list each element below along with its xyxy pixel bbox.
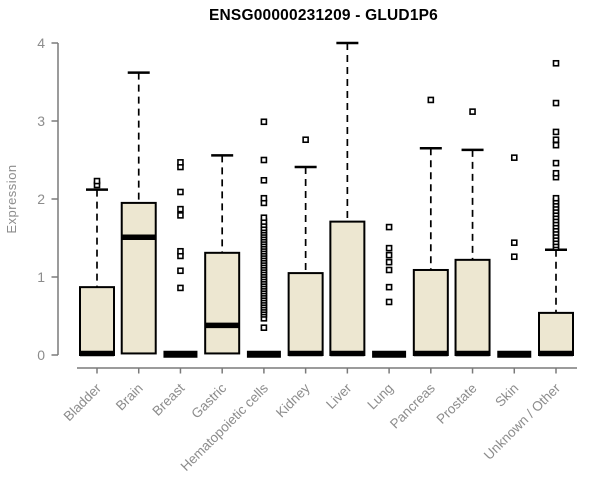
outlier-point (260, 118, 268, 126)
x-category-label: Brain (113, 381, 146, 414)
outlier-point (385, 283, 393, 291)
boxplot-lung (372, 223, 407, 358)
outlier-point (385, 244, 393, 252)
outlier-point (302, 136, 309, 144)
x-category-label: Skin (492, 381, 521, 410)
outlier-point (177, 205, 184, 213)
boxplot-unknown-other (538, 59, 574, 357)
outlier-point (552, 99, 560, 107)
outlier-point (552, 59, 560, 67)
outlier-point (510, 239, 518, 246)
outlier-point (385, 223, 393, 231)
boxplot-hematopoietic-cells (246, 118, 281, 358)
outlier-point (552, 194, 560, 202)
outlier-point (260, 324, 268, 332)
boxplot-bladder (79, 177, 115, 357)
x-category-label: Breast (149, 380, 187, 418)
boxplot-gastric (204, 154, 241, 355)
boxplot-brain (120, 71, 157, 355)
chart-title: ENSG00000231209 - GLUD1P6 (208, 7, 439, 24)
outlier-point (552, 136, 560, 144)
outlier-point (177, 284, 184, 292)
iqr-box (412, 268, 449, 357)
outlier-point (510, 253, 518, 261)
boxplot-kidney (287, 136, 324, 357)
x-category-label: Kidney (273, 380, 313, 420)
outlier-point (260, 156, 268, 164)
outlier-point (260, 176, 268, 184)
x-category-label: Prostate (434, 381, 480, 427)
y-tick-label: 0 (37, 347, 45, 363)
outlier-point (552, 141, 560, 149)
boxplot-prostate (454, 108, 491, 357)
x-category-label: Gastric (188, 380, 229, 421)
y-tick-label: 4 (37, 35, 45, 51)
outlier-point (385, 298, 393, 306)
y-tick-label: 3 (37, 113, 45, 129)
outlier-point (469, 108, 476, 115)
outlier-point (260, 194, 268, 202)
outlier-point (177, 188, 184, 196)
axes: 0 1 2 3 4 Expression Bladder Brain Breast Gastric… (4, 35, 577, 474)
outlier-point (177, 212, 184, 219)
outlier-point (177, 159, 184, 166)
boxplot-skin (497, 154, 532, 358)
y-axis-title: Expression (4, 164, 19, 233)
outlier-point (385, 266, 393, 274)
iqr-box (79, 286, 115, 357)
iqr-box (329, 220, 366, 356)
outlier-point (177, 247, 184, 255)
boxplot-liver (329, 41, 366, 357)
outlier-point (510, 154, 518, 161)
iqr-box (538, 311, 574, 357)
boxplot-pancreas (412, 96, 449, 357)
x-category-label: Bladder (61, 380, 105, 424)
x-category-label: Unknown / Other (481, 380, 564, 463)
outlier-point (552, 159, 560, 167)
outlier-point (385, 251, 393, 259)
iqr-box (454, 258, 491, 356)
y-tick-label: 1 (37, 269, 45, 285)
outlier-point (385, 258, 393, 266)
iqr-box (287, 272, 324, 357)
outlier-point (93, 177, 101, 185)
boxplot-breast (163, 159, 198, 358)
outlier-point (260, 214, 268, 222)
y-tick-label: 2 (37, 191, 45, 207)
outlier-point (427, 96, 435, 104)
x-category-label: Liver (323, 380, 355, 412)
iqr-box (204, 251, 241, 355)
outlier-point (552, 128, 560, 136)
outlier-point (177, 267, 184, 275)
x-category-label: Pancreas (387, 380, 438, 431)
iqr-box (120, 201, 157, 355)
outlier-point (552, 169, 560, 177)
x-category-label: Lung (364, 381, 396, 413)
